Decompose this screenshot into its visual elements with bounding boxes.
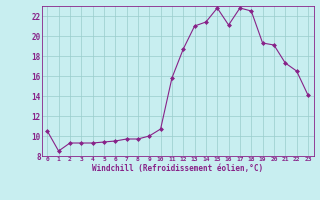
X-axis label: Windchill (Refroidissement éolien,°C): Windchill (Refroidissement éolien,°C) xyxy=(92,164,263,173)
